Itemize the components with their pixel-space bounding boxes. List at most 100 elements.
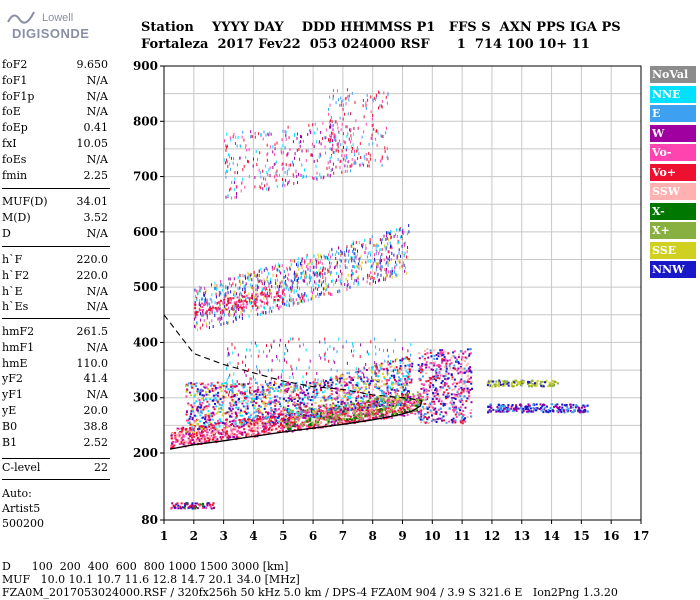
echo-point — [230, 290, 232, 294]
echo-point — [381, 265, 383, 269]
echo-point — [282, 181, 284, 185]
param-value: 9.650 — [76, 58, 109, 71]
echo-point — [214, 394, 217, 397]
echo-point — [278, 415, 281, 418]
echo-point — [378, 252, 380, 256]
echo-point — [404, 364, 407, 367]
echo-point — [211, 426, 214, 429]
echo-point — [281, 429, 284, 432]
echo-point — [255, 397, 258, 400]
echo-point — [303, 416, 306, 419]
echo-point — [409, 396, 412, 399]
echo-point — [225, 385, 228, 388]
echo-point — [207, 405, 210, 408]
echo-point — [187, 403, 190, 406]
echo-point — [292, 425, 295, 428]
echo-point — [305, 348, 307, 352]
echo-point — [357, 387, 360, 390]
echo-point — [340, 249, 342, 253]
echo-point — [359, 263, 361, 267]
echo-point — [388, 258, 390, 262]
echo-point — [219, 317, 221, 321]
echo-point — [271, 387, 274, 390]
echo-point — [407, 349, 409, 353]
echo-point — [385, 412, 388, 415]
echo-point — [354, 265, 355, 269]
echo-point — [413, 400, 416, 403]
echo-point — [382, 237, 384, 241]
echo-point — [290, 163, 291, 167]
echo-point — [352, 344, 354, 348]
echo-point — [377, 244, 379, 248]
echo-point — [278, 307, 280, 311]
echo-point — [211, 298, 213, 302]
echo-point — [293, 288, 295, 292]
echo-point — [283, 421, 286, 424]
echo-point — [353, 391, 356, 394]
echo-point — [275, 417, 278, 420]
echo-point — [397, 273, 399, 277]
echo-point — [304, 276, 306, 280]
echo-point — [229, 361, 231, 365]
echo-point — [305, 270, 307, 274]
echo-point — [266, 187, 267, 191]
echo-point — [322, 404, 325, 407]
echo-point — [357, 375, 360, 378]
echo-point — [368, 151, 370, 155]
echo-point — [233, 372, 235, 376]
echo-point — [344, 414, 346, 417]
echo-point — [431, 400, 434, 403]
echo-point — [329, 395, 332, 398]
echo-point — [195, 431, 198, 434]
x-tick-label: 7 — [339, 529, 347, 543]
echo-point — [305, 149, 307, 153]
echo-point — [313, 416, 316, 418]
echo-point — [374, 383, 377, 386]
echo-point — [288, 304, 290, 308]
echo-point — [202, 399, 205, 402]
echo-point — [393, 369, 394, 373]
echo-point — [365, 247, 367, 250]
echo-point — [384, 277, 386, 281]
echo-point — [329, 120, 331, 124]
echo-point — [392, 400, 395, 403]
echo-point — [204, 291, 206, 295]
echo-point — [375, 404, 378, 407]
echo-point — [200, 411, 203, 413]
echo-point — [266, 295, 269, 298]
echo-point — [321, 385, 324, 388]
echo-point — [268, 382, 271, 385]
echo-point — [355, 399, 358, 402]
echo-point — [292, 372, 294, 376]
echo-point — [331, 248, 333, 252]
echo-point — [242, 308, 244, 312]
echo-point — [325, 283, 327, 287]
echo-point — [174, 434, 177, 437]
echo-point — [214, 287, 215, 290]
echo-point — [320, 421, 323, 423]
echo-point — [170, 434, 173, 437]
echo-point — [336, 122, 338, 126]
echo-point — [316, 372, 318, 375]
echo-point — [232, 428, 235, 431]
echo-point — [364, 414, 367, 417]
echo-point — [314, 384, 317, 387]
echo-point — [345, 155, 347, 159]
echo-point — [353, 389, 356, 392]
echo-point — [257, 396, 259, 399]
echo-point — [399, 411, 402, 413]
echo-point — [276, 174, 278, 178]
echo-point — [235, 315, 237, 319]
echo-point — [278, 407, 281, 410]
echo-point — [333, 135, 335, 139]
echo-point — [386, 147, 388, 151]
echo-point — [379, 259, 381, 263]
echo-point — [272, 267, 274, 271]
echo-point — [362, 98, 364, 102]
echo-point — [382, 368, 385, 371]
echo-point — [171, 442, 174, 445]
echo-point — [372, 279, 374, 283]
echo-point — [386, 385, 389, 388]
echo-point — [314, 422, 317, 425]
echo-point — [196, 298, 198, 302]
